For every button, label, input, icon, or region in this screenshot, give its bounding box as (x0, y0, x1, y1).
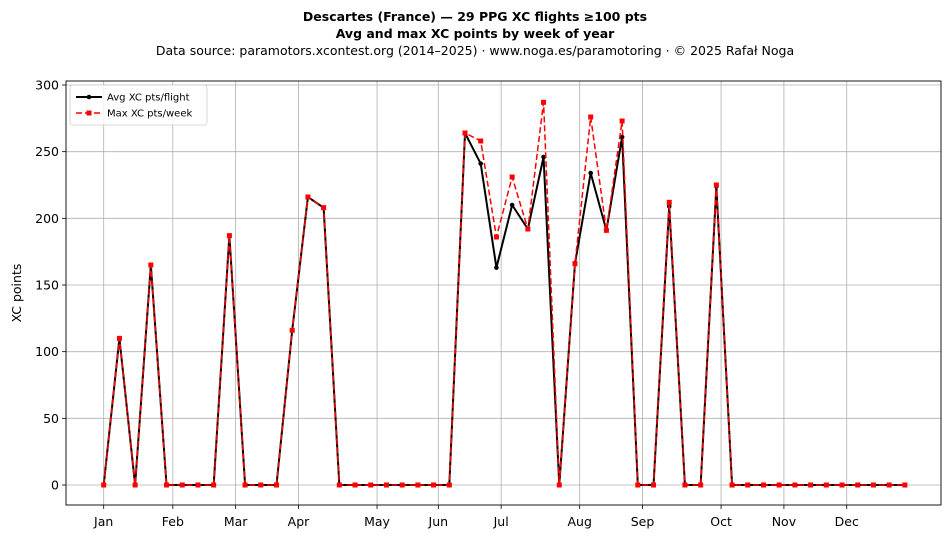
data-point (713, 182, 719, 188)
data-point (839, 482, 845, 488)
data-point (760, 482, 766, 488)
data-point (258, 482, 264, 488)
data-point (101, 482, 107, 488)
y-tick-label: 250 (35, 144, 59, 159)
data-point (195, 482, 201, 488)
data-point (635, 482, 641, 488)
data-point (745, 482, 751, 488)
data-point (478, 161, 484, 166)
data-point (698, 482, 704, 488)
x-tick-label: May (364, 514, 390, 529)
data-point (462, 130, 468, 136)
data-point (116, 335, 122, 341)
data-point (902, 482, 908, 488)
data-point (336, 482, 342, 488)
legend-label: Max XC pts/week (107, 109, 192, 120)
y-tick-label: 150 (35, 278, 59, 293)
x-axis-ticks: Jan Feb Mar Apr May Jun Jul Aug Sep Oct Nov Dec (93, 505, 859, 529)
x-tick-label: Aug (567, 514, 591, 529)
data-point (368, 482, 374, 488)
data-point (431, 482, 437, 488)
data-point (666, 199, 672, 205)
data-point (556, 482, 562, 488)
data-point (289, 327, 295, 333)
series-line (102, 132, 905, 486)
data-point (808, 482, 814, 488)
data-point (446, 482, 452, 488)
y-tick-label: 50 (43, 411, 59, 426)
data-point (148, 262, 154, 268)
data-point (242, 482, 248, 488)
chart-title: Descartes (France) — 29 PPG XC flights ≥… (302, 9, 648, 24)
data-point (886, 482, 892, 488)
x-tick-label: Jun (428, 514, 449, 529)
x-tick-label: Dec (835, 514, 859, 529)
series-line (102, 101, 905, 486)
data-point (870, 482, 876, 488)
y-axis-label: XC points (9, 264, 24, 323)
data-point (415, 482, 421, 488)
data-point (619, 134, 625, 140)
data-point (588, 114, 594, 120)
data-point (274, 482, 280, 488)
data-point (776, 482, 782, 488)
legend: Avg XC pts/flight Max XC pts/week (69, 84, 208, 126)
grid-lines (66, 81, 941, 505)
data-point (572, 261, 578, 267)
legend-marker (86, 110, 92, 116)
data-point (509, 174, 515, 180)
data-point (823, 482, 829, 488)
data-point (541, 99, 547, 105)
data-point (164, 482, 170, 488)
y-tick-label: 100 (35, 344, 59, 359)
chart-subtitle: Avg and max XC points by week of year (335, 26, 615, 41)
x-tick-label: Jan (93, 514, 113, 529)
data-point (305, 194, 311, 200)
legend-box (69, 84, 208, 126)
data-point (651, 482, 657, 488)
data-point (383, 482, 389, 488)
data-point (603, 227, 609, 233)
data-point (179, 482, 185, 488)
data-point (729, 482, 735, 488)
legend-marker (86, 94, 92, 100)
data-source-note: Data source: paramotors.xcontest.org (20… (155, 43, 795, 58)
y-tick-label: 200 (35, 211, 59, 226)
plot-frame (65, 80, 942, 506)
x-tick-label: Jul (493, 514, 509, 529)
data-point (352, 482, 358, 488)
x-tick-label: Mar (224, 514, 248, 529)
data-point (132, 482, 138, 488)
data-point (478, 138, 484, 144)
y-axis-ticks: 0 50 100 150 200 250 300 (35, 78, 66, 493)
series-group (101, 99, 908, 488)
data-point (494, 265, 499, 270)
data-point (493, 234, 499, 240)
y-tick-label: 300 (35, 78, 59, 93)
chart-titles: Descartes (France) — 29 PPG XC flights ≥… (0, 8, 950, 59)
x-tick-label: Nov (772, 514, 797, 529)
data-point (792, 482, 798, 488)
series-avg-pts (101, 130, 908, 488)
data-point (541, 154, 546, 160)
data-point (226, 233, 232, 239)
data-point (682, 482, 688, 488)
x-tick-label: Oct (710, 514, 732, 529)
data-point (321, 205, 327, 211)
legend-label: Avg XC pts/flight (107, 93, 190, 104)
x-tick-label: Apr (288, 514, 310, 529)
x-tick-label: Feb (162, 514, 184, 529)
y-tick-label: 0 (51, 478, 59, 493)
x-tick-label: Sep (631, 514, 655, 529)
data-point (588, 170, 593, 176)
data-point (399, 482, 405, 488)
data-point (211, 482, 217, 488)
data-point (855, 482, 861, 488)
data-point (525, 226, 531, 232)
series-max-pts (101, 99, 908, 488)
data-point (619, 118, 625, 124)
data-point (509, 202, 515, 208)
